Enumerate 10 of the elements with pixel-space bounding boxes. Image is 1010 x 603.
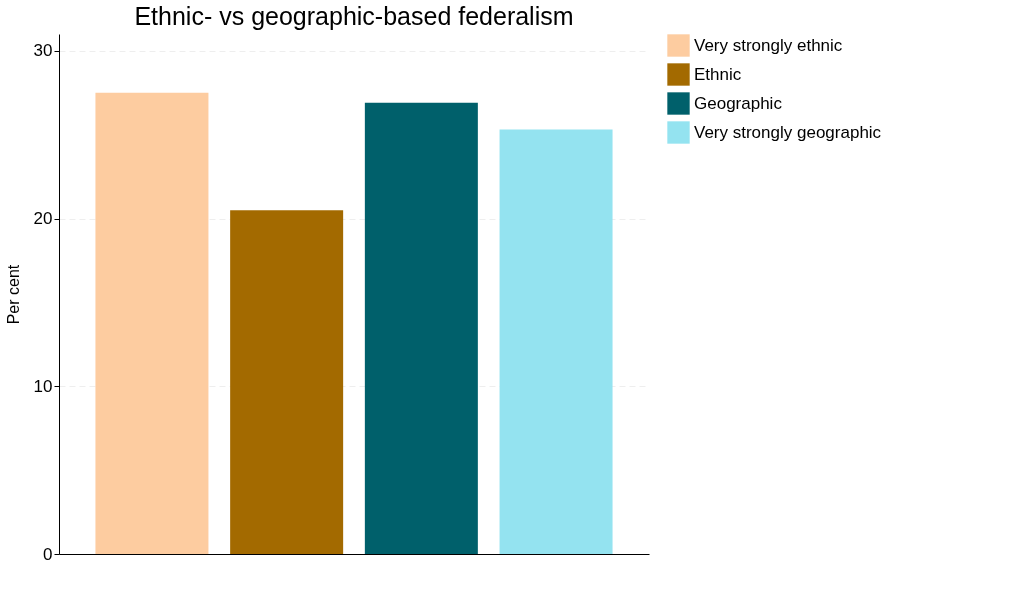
legend-label: Geographic bbox=[694, 93, 783, 113]
chart-title: Ethnic- vs geographic-based federalism bbox=[134, 2, 574, 30]
y-axis-title: Per cent bbox=[4, 264, 22, 325]
y-tick-label: 30 bbox=[33, 41, 53, 61]
y-tick-label: 0 bbox=[43, 544, 53, 564]
legend-label: Ethnic bbox=[694, 64, 742, 84]
y-tick-label: 10 bbox=[33, 376, 53, 396]
legend-label: Very strongly geographic bbox=[694, 122, 882, 142]
legend-label: Very strongly ethnic bbox=[694, 35, 843, 55]
y-tick-label: 20 bbox=[33, 209, 53, 229]
